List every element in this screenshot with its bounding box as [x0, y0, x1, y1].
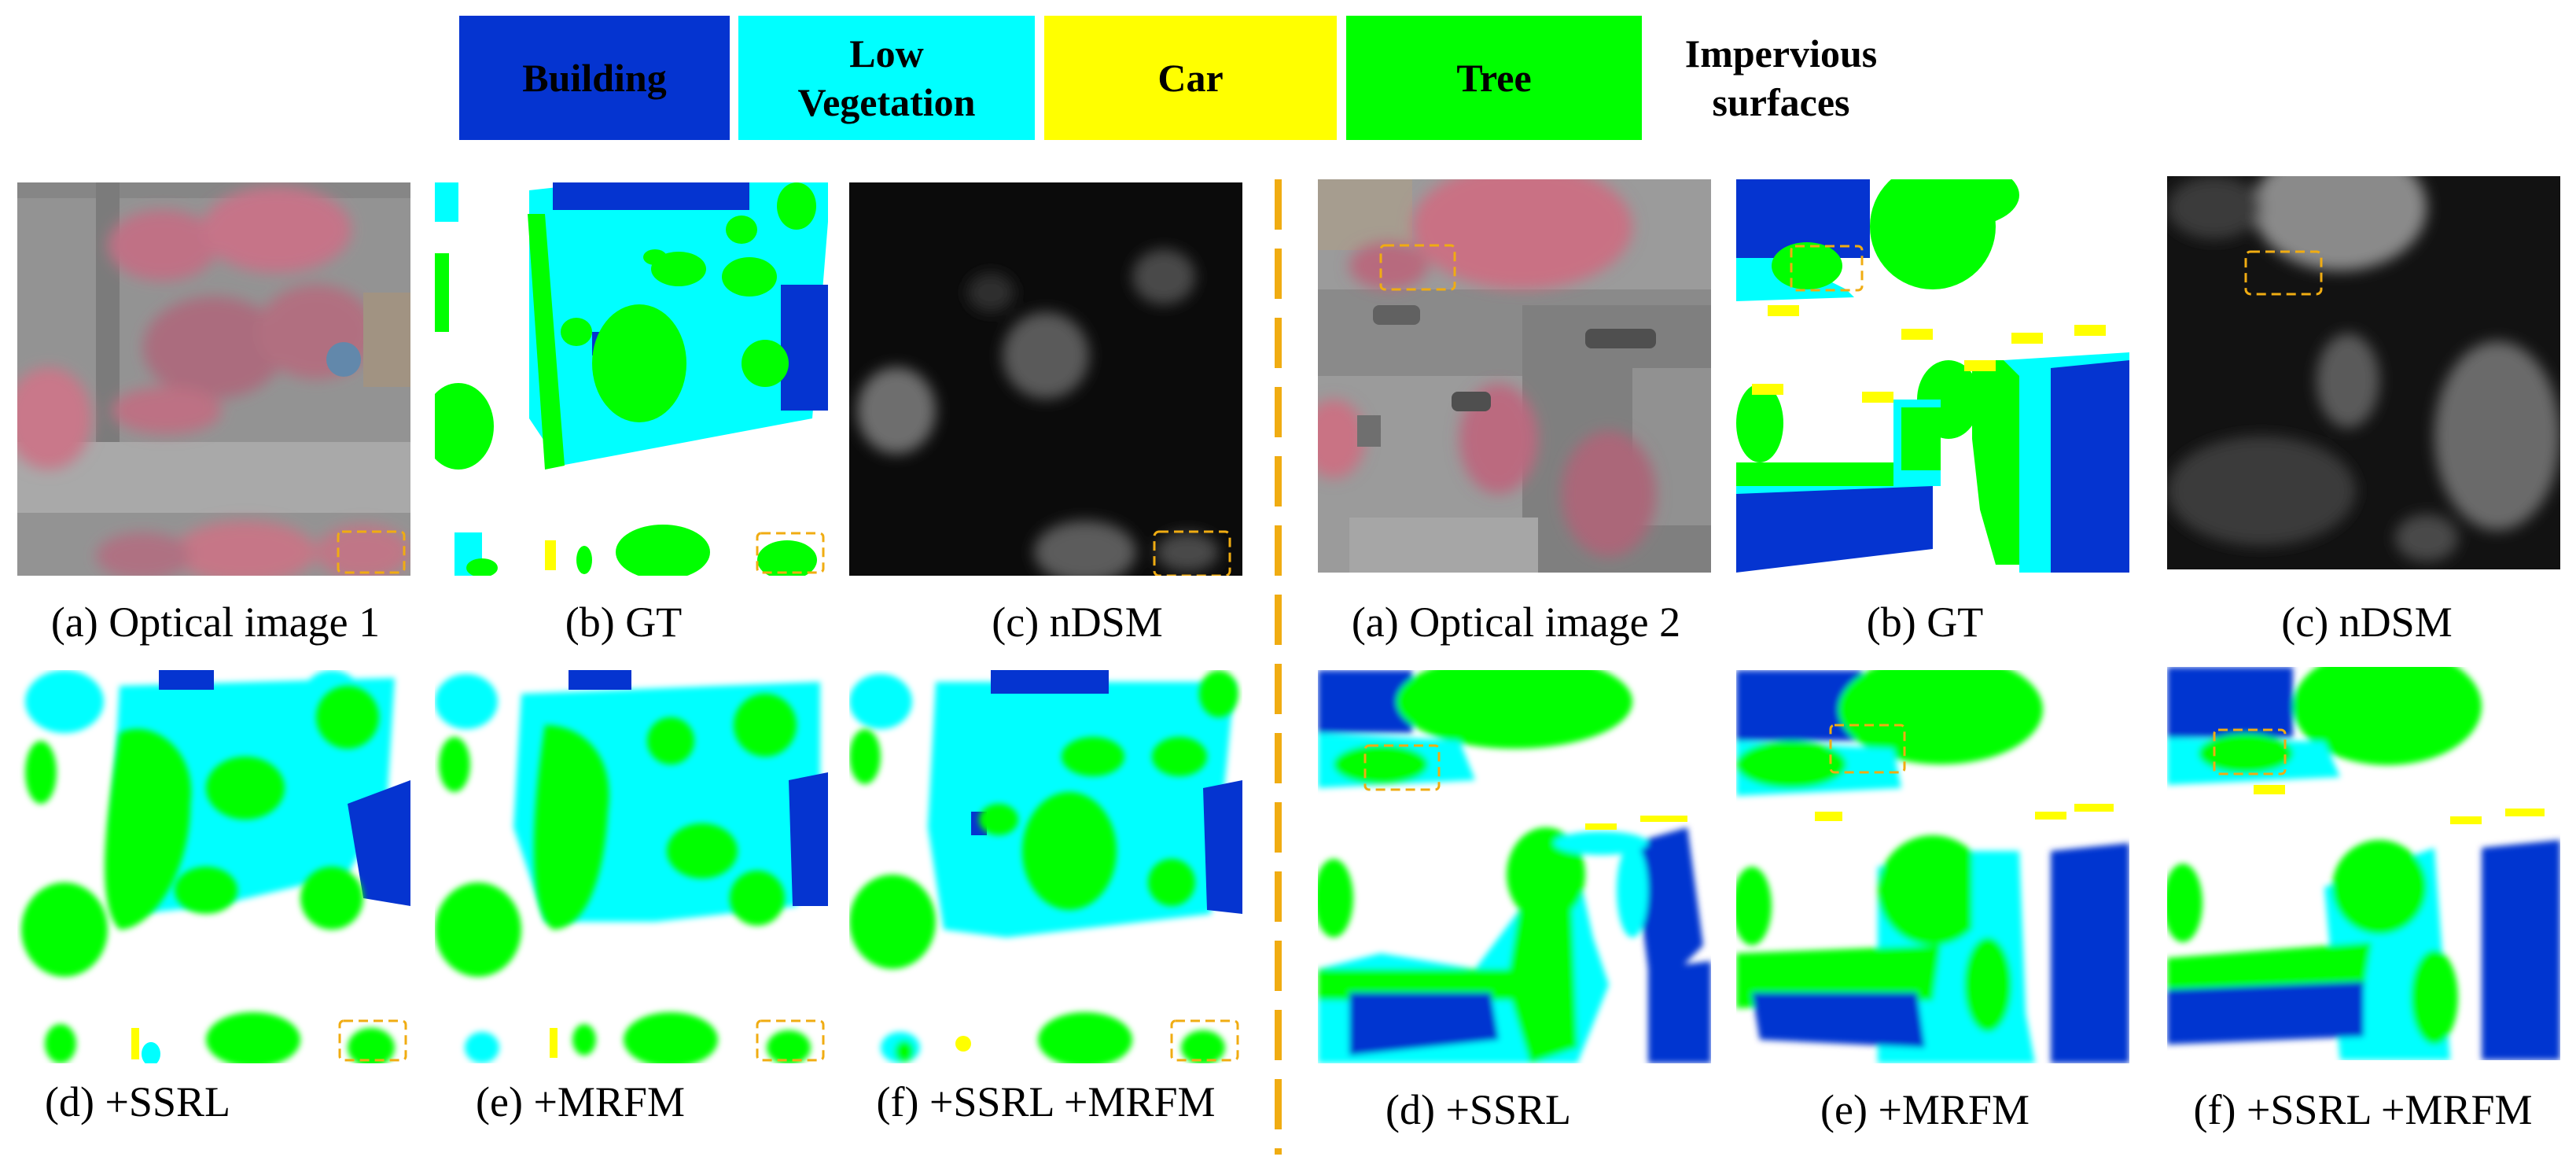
right-gt-map — [1736, 179, 2129, 573]
left-caption-gt: (b) GT — [565, 599, 683, 646]
legend-impervious-label: Impervious surfaces — [1684, 31, 1878, 125]
legend-car: Car — [1044, 16, 1337, 140]
right-mrfm-prediction — [1736, 670, 2129, 1063]
legend-low-vegetation: Low Vegetation — [738, 16, 1035, 140]
legend-impervious-surfaces: Impervious surfaces — [1651, 16, 1911, 140]
right-ssrl-prediction — [1318, 670, 1711, 1063]
right-caption-ssrl: (d) +SSRL — [1386, 1086, 1571, 1133]
left-caption-mrfm: (e) +MRFM — [476, 1078, 685, 1125]
left-mrfm-prediction — [435, 670, 828, 1063]
left-optical-image — [17, 182, 410, 576]
group-divider — [1275, 179, 1282, 1155]
right-optical-image — [1318, 179, 1711, 573]
left-ssrl-mrfm-prediction — [849, 670, 1242, 1063]
right-ndsm-map — [2167, 176, 2560, 569]
left-ndsm-map — [849, 182, 1242, 576]
legend-low-vegetation-label: Low Vegetation — [797, 31, 976, 125]
right-caption-mrfm: (e) +MRFM — [1820, 1086, 2030, 1133]
legend-tree-label: Tree — [1456, 55, 1532, 100]
left-caption-ssrl-mrfm: (f) +SSRL +MRFM — [876, 1078, 1216, 1125]
left-gt-map — [435, 182, 828, 576]
legend-tree: Tree — [1346, 16, 1642, 140]
right-caption-ssrl-mrfm: (f) +SSRL +MRFM — [2193, 1086, 2533, 1133]
left-caption-ndsm: (c) nDSM — [992, 599, 1163, 646]
right-caption-optical: (a) Optical image 2 — [1351, 599, 1681, 646]
left-caption-ssrl: (d) +SSRL — [45, 1078, 230, 1125]
left-caption-optical: (a) Optical image 1 — [50, 599, 381, 646]
right-ssrl-mrfm-prediction — [2167, 667, 2560, 1060]
left-ssrl-prediction — [17, 670, 410, 1063]
right-caption-ndsm: (c) nDSM — [2281, 599, 2453, 646]
legend-building: Building — [459, 16, 730, 140]
right-caption-gt: (b) GT — [1866, 599, 1984, 646]
legend-building-label: Building — [522, 55, 667, 100]
legend-car-label: Car — [1157, 55, 1224, 100]
